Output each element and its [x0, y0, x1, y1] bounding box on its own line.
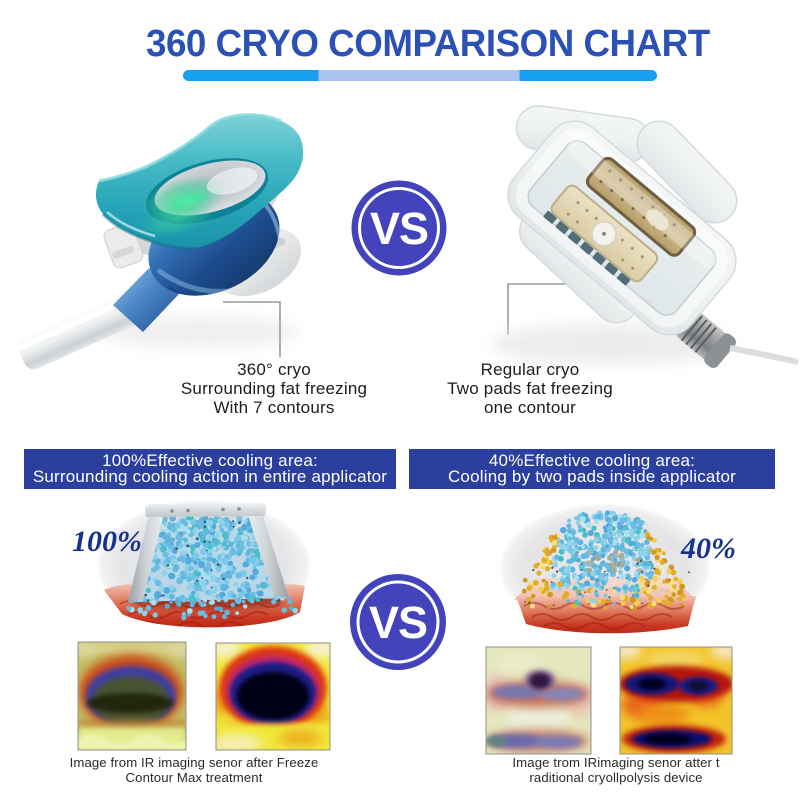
svg-text:VS: VS	[370, 203, 428, 254]
svg-text:VS: VS	[369, 597, 427, 648]
